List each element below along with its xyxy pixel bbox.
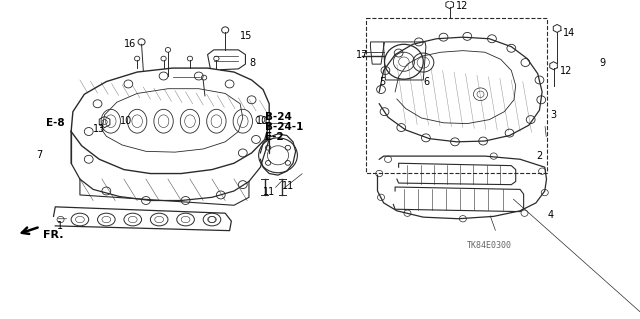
Text: 6: 6 <box>423 77 429 87</box>
Text: 11: 11 <box>263 187 275 197</box>
Text: 13: 13 <box>93 123 106 134</box>
Text: 1: 1 <box>57 221 63 231</box>
Text: B-24: B-24 <box>265 112 292 122</box>
Text: 8: 8 <box>249 58 255 68</box>
Text: B-24-1: B-24-1 <box>265 122 303 132</box>
Text: E-2: E-2 <box>265 132 284 142</box>
Text: 14: 14 <box>563 28 575 39</box>
Text: 11: 11 <box>282 182 294 191</box>
Text: 10: 10 <box>256 116 268 126</box>
Text: 10: 10 <box>120 116 132 126</box>
Text: FR.: FR. <box>43 230 63 240</box>
Text: 16: 16 <box>124 39 136 49</box>
Text: 4: 4 <box>547 210 554 220</box>
Text: 7: 7 <box>36 150 42 160</box>
Text: 12: 12 <box>456 2 468 11</box>
Text: E-8: E-8 <box>47 118 65 128</box>
Text: TK84E0300: TK84E0300 <box>467 241 512 250</box>
Text: 15: 15 <box>240 31 253 41</box>
Text: 9: 9 <box>599 58 605 68</box>
Text: 17: 17 <box>356 50 369 60</box>
Text: 3: 3 <box>550 110 556 120</box>
Text: 2: 2 <box>536 151 542 161</box>
Text: 5: 5 <box>380 77 385 87</box>
Text: 12: 12 <box>560 66 572 76</box>
